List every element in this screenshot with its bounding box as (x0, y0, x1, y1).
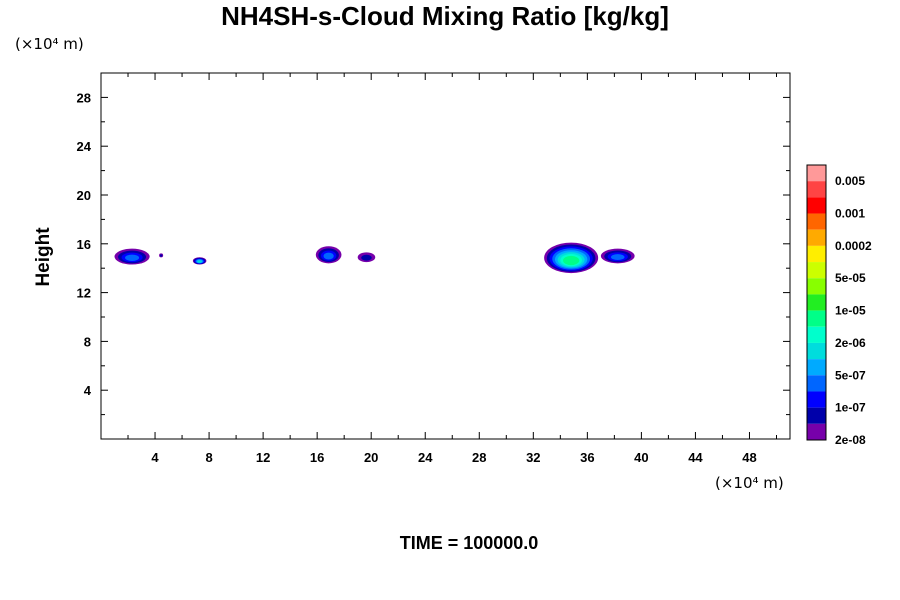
colorbar-swatch (807, 165, 826, 182)
y-tick-label: 8 (84, 334, 91, 349)
colorbar-label: 5e-07 (835, 368, 866, 382)
cloud-contour (361, 254, 372, 261)
x-tick-label: 20 (364, 450, 378, 465)
colorbar-swatch (807, 342, 826, 360)
colorbar-swatch (807, 423, 826, 440)
colorbar-label: 5e-05 (835, 271, 866, 285)
cloud-regions (114, 242, 635, 274)
colorbar-label: 0.0002 (835, 239, 872, 253)
colorbar-swatch (807, 326, 826, 343)
x-tick-label: 8 (205, 450, 212, 465)
colorbar-swatch (807, 213, 826, 230)
colorbar-swatch (807, 181, 826, 198)
cloud-region (357, 252, 376, 263)
colorbar-swatch (807, 359, 826, 376)
y-tick-label: 12 (77, 286, 91, 301)
colorbar-swatch (807, 278, 826, 295)
cloud-contour (159, 254, 163, 257)
x-tick-label: 36 (580, 450, 594, 465)
cloud-region (600, 248, 635, 264)
x-tick-label: 16 (310, 450, 324, 465)
colorbar-swatch (807, 245, 826, 263)
x-tick-label: 24 (418, 450, 433, 465)
x-tick-label: 40 (634, 450, 648, 465)
colorbar-label: 2e-06 (835, 336, 866, 350)
y-axis-label: Height (33, 227, 54, 287)
colorbar-swatch (807, 262, 826, 279)
colorbar-swatch (807, 407, 826, 424)
colorbar-swatch (807, 375, 826, 392)
y-tick-label: 20 (77, 188, 91, 203)
cloud-contour (610, 254, 625, 261)
x-tick-label: 12 (256, 450, 270, 465)
y-tick-label: 28 (77, 90, 91, 105)
cloud-region (114, 248, 150, 265)
colorbar-swatch (807, 229, 826, 246)
x-tick-label: 44 (688, 450, 703, 465)
colorbar-swatch (807, 391, 826, 408)
time-label: TIME = 100000.0 (400, 533, 539, 553)
colorbar: 0.005 0.001 0.0002 5e-05 1e-05 2e-06 5e-07 1e-0… (806, 164, 872, 447)
colorbar-label: 0.001 (835, 207, 865, 221)
x-unit-label: (×10⁴ m) (715, 474, 784, 492)
cloud-contour (125, 254, 140, 261)
x-tick-label: 28 (472, 450, 486, 465)
colorbar-swatch (807, 294, 826, 311)
y-tick-label: 4 (84, 383, 92, 398)
colorbar-label: 1e-07 (835, 401, 866, 415)
cloud-contour (563, 255, 580, 266)
y-tick-label: 24 (77, 139, 92, 154)
colorbar-swatch (807, 310, 826, 327)
colorbar-label: 0.005 (835, 174, 865, 188)
colorbar-label: 2e-08 (835, 433, 866, 447)
cloud-region (159, 253, 164, 258)
cloud-contour (323, 252, 334, 260)
y-tick-label: 16 (77, 237, 91, 252)
cloud-region (192, 257, 207, 265)
x-tick-label: 48 (742, 450, 756, 465)
colorbar-label: 1e-05 (835, 304, 866, 318)
cloud-region (315, 246, 342, 264)
x-tick-label: 32 (526, 450, 540, 465)
colorbar-swatch (807, 197, 826, 214)
cloud-region (544, 242, 599, 274)
x-tick-label: 4 (151, 450, 159, 465)
y-unit-label: (×10⁴ m) (15, 35, 84, 53)
plot-frame (100, 72, 791, 440)
colorbar-frame (806, 164, 827, 441)
cloud-contour (197, 260, 202, 263)
chart-title: NH4SH-s-Cloud Mixing Ratio [kg/kg] (221, 1, 669, 31)
